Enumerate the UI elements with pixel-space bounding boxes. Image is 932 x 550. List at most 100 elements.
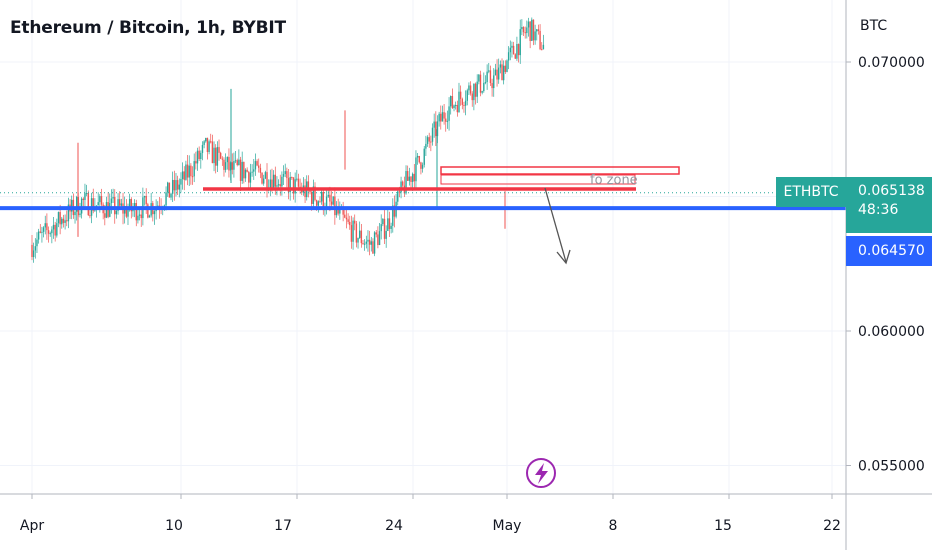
candle-body <box>464 100 467 106</box>
candle-body <box>534 31 536 41</box>
candle-body <box>82 198 85 200</box>
candle-body <box>127 209 129 217</box>
candle-body <box>317 201 320 206</box>
chart-grid <box>0 0 846 494</box>
candle-body <box>380 224 382 232</box>
candle-body <box>402 181 404 186</box>
candle-body <box>188 165 190 178</box>
last-price-tag: 0.065138 48:36 <box>846 177 932 233</box>
projection-arrow-line <box>544 187 567 263</box>
candle-body <box>185 164 187 180</box>
candle-body <box>145 195 147 205</box>
candle-body <box>347 219 349 222</box>
candle-body <box>165 192 167 206</box>
candle-body <box>479 74 482 93</box>
y-tick-label: 0.060000 <box>858 324 925 340</box>
candle-body <box>541 49 543 51</box>
candle-body <box>176 180 179 190</box>
candle-body <box>486 71 488 83</box>
candle-body <box>183 171 185 180</box>
candle-body <box>385 230 387 239</box>
candle-body <box>466 90 468 101</box>
candle-body <box>423 148 425 165</box>
support-price-tag: 0.064570 <box>846 236 932 266</box>
candle-body <box>531 19 533 41</box>
candle-body <box>521 27 523 30</box>
candle-body <box>469 85 472 94</box>
candle-body <box>201 144 204 153</box>
candle-body <box>334 196 336 216</box>
candle-body <box>249 172 252 183</box>
candle-body <box>514 54 516 59</box>
candle-body <box>132 209 134 212</box>
candle-body <box>471 93 473 101</box>
candle-body <box>297 178 300 187</box>
candle-body <box>115 210 118 215</box>
candle-body <box>474 83 477 97</box>
candle-body <box>236 160 238 165</box>
candle-body <box>67 204 70 222</box>
candle-body <box>210 141 212 143</box>
candle-body <box>92 198 94 211</box>
candle-body <box>37 231 40 240</box>
candle-body <box>258 165 260 168</box>
candle-body <box>147 204 149 218</box>
candle-body <box>337 207 339 214</box>
candle-body <box>178 184 180 190</box>
candle-body <box>244 169 247 179</box>
support-price-value: 0.064570 <box>858 243 925 259</box>
candle-body <box>41 231 43 233</box>
candle-body <box>446 120 449 122</box>
candle-body <box>85 193 88 195</box>
candle-body <box>171 179 174 194</box>
candle-body <box>352 220 354 242</box>
candle-body <box>228 156 230 171</box>
candle-body <box>307 181 310 191</box>
candle-body <box>461 98 463 105</box>
candle-body <box>224 162 227 170</box>
candle-body <box>312 186 315 204</box>
candle-body <box>186 164 189 178</box>
candle-body <box>287 178 290 193</box>
candle-body <box>215 147 217 166</box>
last-price-value: 0.065138 <box>858 183 925 199</box>
candle-body <box>195 161 197 164</box>
candle-body <box>433 121 435 128</box>
candle-body <box>415 157 417 182</box>
candle-body <box>511 45 513 48</box>
candle-body <box>89 215 91 217</box>
candle-body <box>277 184 280 186</box>
candle-body <box>271 179 273 190</box>
candle-body <box>483 82 485 92</box>
x-tick-label: 22 <box>823 518 841 534</box>
candle-body <box>133 203 136 210</box>
candle-body <box>291 177 293 179</box>
candle-body <box>335 207 338 216</box>
candle-body <box>506 60 508 72</box>
candle-body <box>357 237 359 243</box>
candle-body <box>498 67 500 80</box>
candle-body <box>87 193 89 216</box>
candle-body <box>112 196 114 199</box>
candle-body <box>329 194 331 202</box>
candle-body <box>71 199 73 212</box>
candle-body <box>496 69 498 80</box>
candle-body <box>148 215 151 218</box>
candle-body <box>198 150 200 160</box>
projection-arrow-head <box>556 249 571 265</box>
candle-body <box>292 177 295 194</box>
candle-body <box>168 182 171 198</box>
candle-body <box>539 30 541 50</box>
bar-countdown: 48:36 <box>858 202 899 218</box>
candle-body <box>200 152 202 160</box>
candle-body <box>226 156 228 163</box>
candle-body <box>428 137 430 142</box>
candle-body <box>99 196 101 203</box>
y-tick-label: 0.055000 <box>858 459 925 475</box>
candle-body <box>413 173 416 182</box>
candle-body <box>52 224 55 230</box>
candle-body <box>180 179 182 185</box>
candle-body <box>251 171 253 173</box>
x-tick-label: May <box>493 518 522 534</box>
